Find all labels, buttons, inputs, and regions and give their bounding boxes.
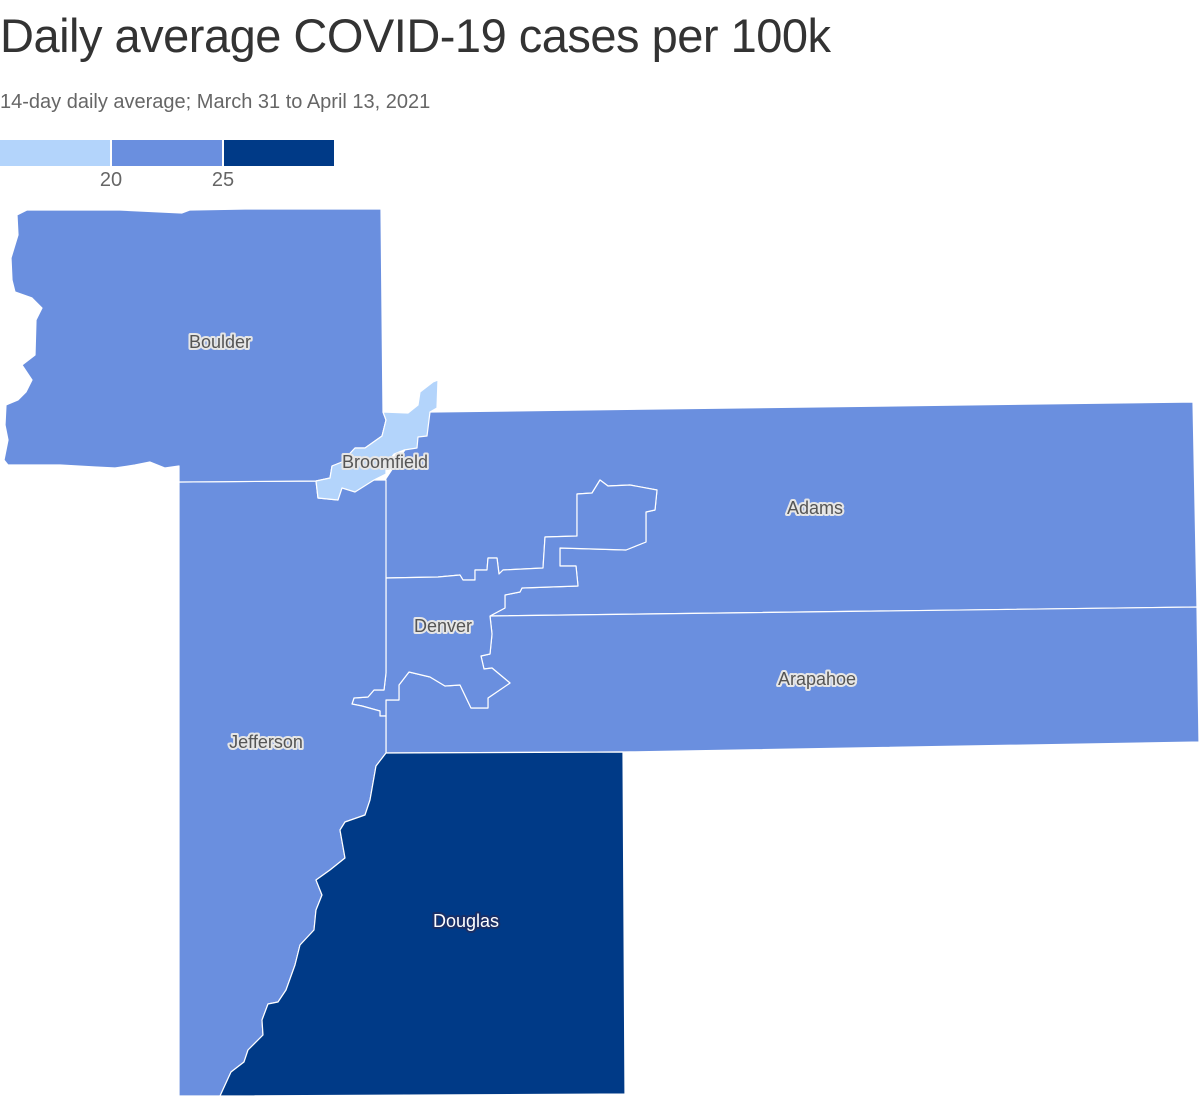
chart-title: Daily average COVID-19 cases per 100k [0,9,831,62]
legend-swatch-high [224,140,334,166]
county-label-arapahoe: Arapahoe [778,669,856,689]
county-label-jefferson: Jefferson [229,732,303,752]
county-label-broomfield: Broomfield [342,452,428,472]
county-label-douglas: Douglas [433,911,499,931]
legend-swatch-low [0,140,110,166]
county-label-boulder: Boulder [189,332,251,352]
county-broomfield[interactable] [315,379,439,501]
legend-tick-20: 20 [99,169,123,191]
color-legend: 20 25 [0,140,340,191]
county-label-denver: Denver [414,616,472,636]
legend-tick-25: 25 [211,169,235,191]
county-douglas[interactable] [219,751,626,1097]
legend-swatch-mid [112,140,222,166]
county-label-adams: Adams [787,498,843,518]
chart-subtitle: 14-day daily average; March 31 to April … [0,91,431,113]
